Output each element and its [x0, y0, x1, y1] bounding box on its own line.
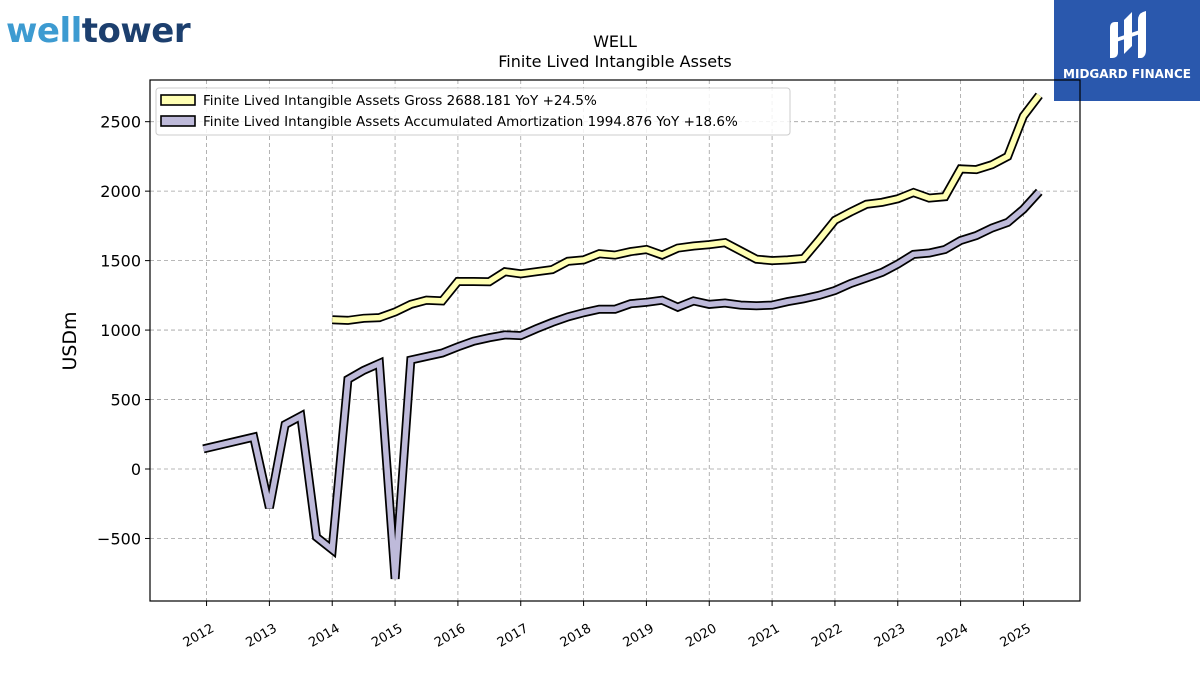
x-tick-label: 2025	[998, 621, 1034, 651]
y-tick-label: 1000	[100, 321, 141, 340]
x-tick-label: 2023	[872, 621, 908, 651]
x-tick-label: 2014	[306, 621, 342, 651]
midgard-finance-logo: MIDGARD FINANCE	[1054, 0, 1200, 101]
y-axis: −500 0 500 1000 1500 2000 2500	[97, 113, 150, 548]
x-tick-label: 2013	[244, 621, 280, 651]
x-tick-label: 2022	[809, 621, 845, 651]
series-amortization-line	[202, 189, 1042, 579]
y-tick-label: −500	[97, 529, 141, 548]
series-layer	[202, 92, 1043, 580]
y-tick-label: 500	[110, 391, 141, 410]
logo-text-part2: tower	[81, 11, 191, 51]
legend-label-gross: Finite Lived Intangible Assets Gross 268…	[203, 93, 597, 109]
midgard-finance-label: MIDGARD FINANCE	[1063, 67, 1191, 81]
x-tick-label: 2024	[935, 621, 971, 651]
chart-title: WELL	[593, 32, 637, 51]
series-gross-line	[332, 93, 1042, 324]
y-tick-label: 0	[131, 460, 141, 479]
x-tick-label: 2020	[683, 621, 719, 651]
legend-label-amortization: Finite Lived Intangible Assets Accumulat…	[203, 114, 738, 130]
chart-subtitle: Finite Lived Intangible Assets	[498, 52, 731, 71]
plot-frame	[149, 79, 1081, 602]
y-tick-label: 2500	[100, 113, 141, 132]
y-tick-label: 1500	[100, 252, 141, 271]
x-axis: 2012 2013 2014 2015 2016 2017 2018 2019 2020 2021…	[181, 601, 1034, 651]
x-tick-label: 2016	[432, 621, 468, 651]
x-tick-label: 2019	[621, 621, 657, 651]
x-tick-label: 2017	[495, 621, 531, 651]
x-tick-label: 2021	[746, 621, 782, 651]
logo-text-part1: well	[6, 11, 82, 51]
x-tick-label: 2018	[558, 621, 594, 651]
y-axis-label: USDm	[59, 311, 81, 370]
x-tick-label: 2015	[369, 621, 405, 651]
legend-swatch-amortization	[160, 115, 196, 127]
midgard-emblem-icon	[1110, 11, 1146, 58]
grid	[150, 80, 1080, 601]
legend: Finite Lived Intangible Assets Gross 268…	[155, 87, 791, 136]
x-tick-label: 2012	[181, 621, 217, 651]
y-tick-label: 2000	[100, 182, 141, 201]
welltower-logo: welltower	[6, 8, 191, 54]
legend-swatch-gross	[160, 94, 196, 106]
legend-box	[155, 87, 791, 136]
